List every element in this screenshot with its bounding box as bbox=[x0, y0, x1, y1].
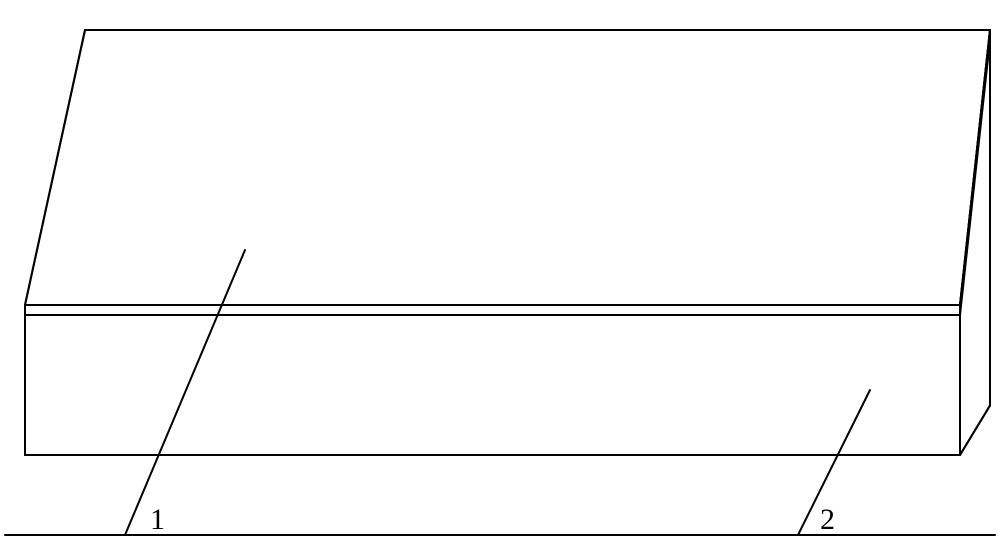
label-1: 1 bbox=[150, 503, 165, 536]
labels: 12 bbox=[150, 503, 835, 536]
slab bbox=[25, 30, 990, 455]
diagram-svg: 12 bbox=[0, 0, 1000, 548]
label-2: 2 bbox=[820, 503, 835, 536]
